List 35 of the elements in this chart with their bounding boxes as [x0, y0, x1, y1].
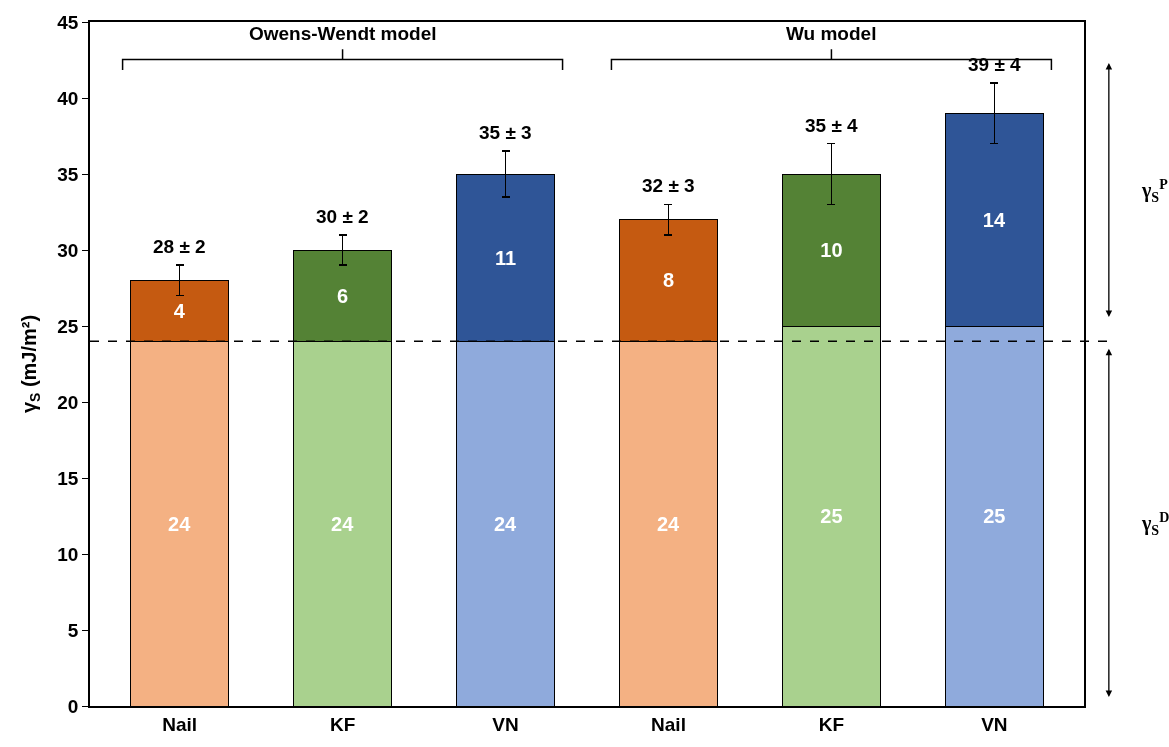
annotation: Owens-Wendt model [249, 23, 437, 44]
total-label: 35 ± 3 [479, 122, 532, 143]
y-tick-label: 30 [57, 239, 79, 261]
data-label: 11 [494, 246, 517, 269]
annotation: Wu model [786, 23, 877, 44]
data-label: 6 [337, 284, 349, 307]
total-label: 28 ± 2 [153, 236, 206, 257]
data-label: 4 [173, 299, 186, 322]
total-label: 30 ± 2 [316, 206, 369, 227]
y-tick-label: 10 [57, 543, 79, 565]
x-tick-label: KF [818, 713, 845, 735]
data-label: 25 [820, 505, 843, 527]
x-tick-label: VN [492, 713, 519, 735]
y-tick-label: 45 [57, 11, 79, 33]
x-tick-label: KF [329, 713, 356, 735]
data-label: 25 [983, 505, 1006, 527]
y-tick-label: 0 [67, 695, 79, 717]
data-label: 24 [656, 512, 681, 535]
x-tick-label: VN [981, 713, 1008, 735]
y-tick-label: 25 [57, 315, 79, 337]
data-label: 24 [493, 512, 518, 535]
y-tick-label: 15 [57, 467, 79, 489]
data-label: 10 [820, 239, 843, 261]
y-tick-label: 35 [57, 163, 79, 185]
y-tick-label: 20 [57, 391, 79, 413]
y-tick-label: 40 [57, 87, 79, 109]
data-label: 8 [662, 269, 675, 292]
y-tick-label: 5 [67, 619, 79, 641]
data-label: 24 [168, 512, 192, 535]
total-label: 35 ± 4 [805, 115, 859, 136]
x-tick-label: Nail [651, 713, 686, 735]
data-label: 24 [331, 512, 355, 535]
data-label: 14 [982, 208, 1006, 231]
x-tick-label: Nail [162, 713, 198, 735]
total-label: 32 ± 3 [642, 175, 695, 196]
